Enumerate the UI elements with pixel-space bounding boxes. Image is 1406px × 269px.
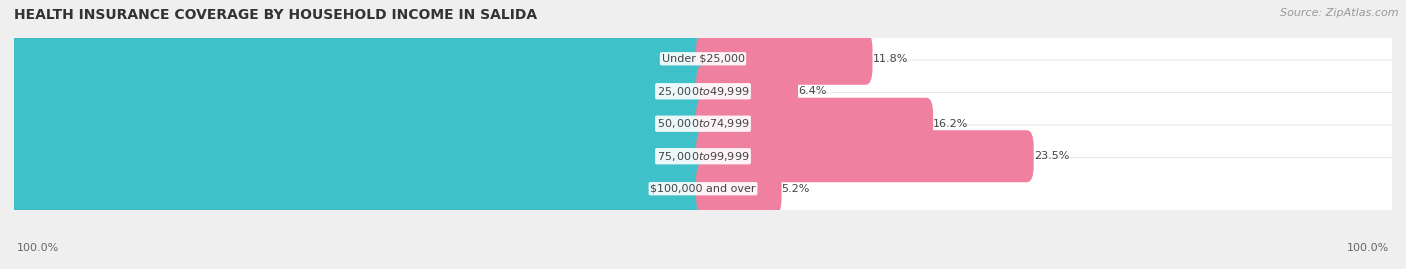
FancyBboxPatch shape [0, 65, 710, 117]
Text: HEALTH INSURANCE COVERAGE BY HOUSEHOLD INCOME IN SALIDA: HEALTH INSURANCE COVERAGE BY HOUSEHOLD I… [14, 8, 537, 22]
FancyBboxPatch shape [0, 98, 710, 150]
Text: $50,000 to $74,999: $50,000 to $74,999 [657, 117, 749, 130]
Text: 16.2%: 16.2% [934, 119, 969, 129]
Text: 100.0%: 100.0% [1347, 243, 1389, 253]
FancyBboxPatch shape [7, 125, 1399, 187]
FancyBboxPatch shape [696, 98, 934, 150]
FancyBboxPatch shape [7, 158, 1399, 220]
FancyBboxPatch shape [7, 28, 1399, 90]
Text: 23.5%: 23.5% [1033, 151, 1069, 161]
Text: Under $25,000: Under $25,000 [661, 54, 745, 64]
Text: 100.0%: 100.0% [17, 243, 59, 253]
Text: 11.8%: 11.8% [873, 54, 908, 64]
FancyBboxPatch shape [0, 33, 710, 85]
FancyBboxPatch shape [0, 130, 710, 182]
Text: 5.2%: 5.2% [782, 184, 810, 194]
FancyBboxPatch shape [7, 93, 1399, 155]
FancyBboxPatch shape [696, 33, 873, 85]
Text: $75,000 to $99,999: $75,000 to $99,999 [657, 150, 749, 163]
Text: 6.4%: 6.4% [799, 86, 827, 96]
Text: Source: ZipAtlas.com: Source: ZipAtlas.com [1281, 8, 1399, 18]
FancyBboxPatch shape [0, 163, 710, 215]
FancyBboxPatch shape [696, 130, 1033, 182]
FancyBboxPatch shape [696, 65, 799, 117]
FancyBboxPatch shape [7, 60, 1399, 122]
Text: $100,000 and over: $100,000 and over [650, 184, 756, 194]
Text: $25,000 to $49,999: $25,000 to $49,999 [657, 85, 749, 98]
FancyBboxPatch shape [696, 163, 782, 215]
